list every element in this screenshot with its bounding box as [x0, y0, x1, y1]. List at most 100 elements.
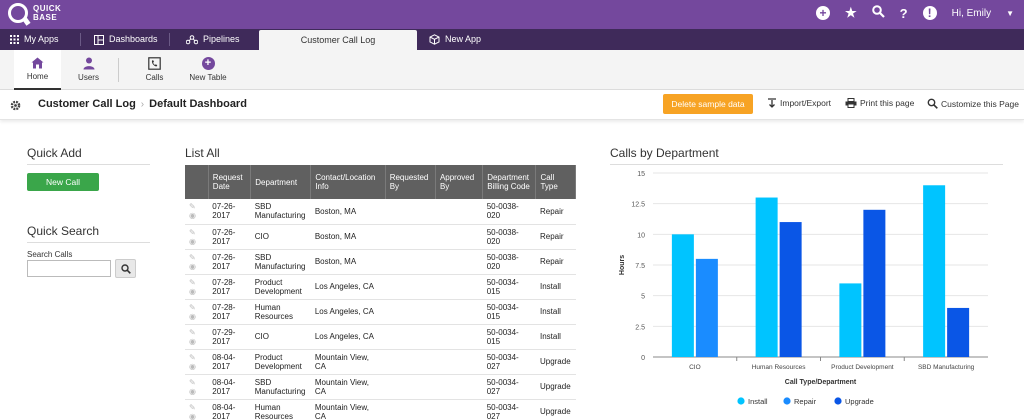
star-icon[interactable]: ★ — [845, 5, 857, 20]
table-row[interactable]: ✎ ◉ 07-26-2017 SBD Manufacturing Boston, MA… — [185, 199, 576, 225]
bar-upgrade-sbd-manufacturing — [947, 307, 970, 357]
table-cell-type: Repair — [535, 199, 576, 225]
table-cell-dept: SBD Manufacturing — [250, 374, 311, 400]
print-page-label: Print this page — [860, 98, 915, 108]
customize-page-link[interactable]: Customize this Page — [927, 98, 1019, 109]
row-actions: ✎ ◉ — [185, 224, 209, 250]
tab-new-app-label: New App — [445, 34, 482, 44]
table-row[interactable]: ✎ ◉ 08-04-2017 Human Resources Mountain Vie… — [185, 399, 576, 420]
table-cell-code: 50-0034-015 — [482, 299, 536, 325]
import-export-link[interactable]: Import/Export — [767, 98, 831, 108]
calls-by-department-chart: 0 2.5 5 7.5 10 12.5 15 CIO Human Resources Produc… — [605, 165, 1005, 415]
search-icon[interactable] — [871, 5, 885, 21]
table-row[interactable]: ✎ ◉ 07-29-2017 CIO Los Angeles, CA 50-0034-0… — [185, 324, 576, 350]
search-calls-label: Search Calls — [27, 250, 73, 259]
nav-users[interactable]: Users — [66, 50, 111, 90]
table-cell-req — [385, 274, 436, 300]
table-cell-loc: Mountain View, CA — [310, 374, 386, 400]
view-icon[interactable]: ◉ — [189, 311, 196, 321]
table-row[interactable]: ✎ ◉ 07-28-2017 Human Resources Los Angeles,… — [185, 299, 576, 325]
nav-home[interactable]: Home — [14, 50, 61, 90]
table-cell-type: Upgrade — [535, 399, 576, 420]
print-page-link[interactable]: Print this page — [845, 98, 914, 108]
edit-icon[interactable]: ✎ — [189, 327, 196, 337]
table-cell-type: Upgrade — [535, 349, 576, 375]
chart-svg: 0 2.5 5 7.5 10 12.5 15 CIO Human Resources Produc… — [619, 171, 988, 406]
y-axis-label: Hours — [619, 255, 626, 275]
row-actions: ✎ ◉ — [185, 199, 209, 225]
search-calls-input[interactable] — [27, 260, 111, 277]
column-header[interactable]: Approved By — [435, 165, 484, 199]
column-header[interactable]: Department Billing Code — [482, 165, 537, 199]
table-cell-app — [435, 249, 483, 275]
column-header[interactable]: Requested By — [385, 165, 436, 199]
edit-icon[interactable]: ✎ — [189, 402, 196, 412]
quickbase-logo[interactable]: QUICK BASE — [8, 3, 61, 23]
edit-icon[interactable]: ✎ — [189, 377, 196, 387]
x-tick-label: Product Development — [831, 364, 894, 371]
view-icon[interactable]: ◉ — [189, 236, 196, 246]
edit-icon[interactable]: ✎ — [189, 227, 196, 237]
table-row[interactable]: ✎ ◉ 07-26-2017 CIO Boston, MA 50-0038-020 Rep… — [185, 224, 576, 250]
view-icon[interactable]: ◉ — [189, 286, 196, 296]
add-icon[interactable]: + — [816, 6, 831, 20]
view-icon[interactable]: ◉ — [189, 411, 196, 420]
table-row[interactable]: ✎ ◉ 07-28-2017 Product Development Los Ange… — [185, 274, 576, 300]
table-cell-date: 07-26-2017 — [208, 199, 251, 225]
view-icon[interactable]: ◉ — [189, 386, 196, 396]
table-row[interactable]: ✎ ◉ 08-04-2017 SBD Manufacturing Mountain V… — [185, 374, 576, 400]
tab-dashboards[interactable]: Dashboards — [94, 29, 158, 50]
table-cell-req — [385, 299, 436, 325]
column-header[interactable]: Request Date — [208, 165, 252, 199]
table-cell-loc: Los Angeles, CA — [310, 324, 386, 350]
delete-sample-data-button[interactable]: Delete sample data — [663, 94, 753, 114]
help-icon[interactable]: ? — [899, 5, 908, 21]
edit-icon[interactable]: ✎ — [189, 277, 196, 287]
table-row[interactable]: ✎ ◉ 07-26-2017 SBD Manufacturing Boston, MA… — [185, 249, 576, 275]
view-icon[interactable]: ◉ — [189, 211, 196, 221]
table-row[interactable]: ✎ ◉ 08-04-2017 Product Development Mountain… — [185, 349, 576, 375]
breadcrumb-separator-icon: › — [140, 99, 145, 110]
bar-install-product-development — [839, 283, 862, 357]
alert-icon[interactable]: ! — [922, 6, 937, 20]
table-cell-loc: Boston, MA — [310, 224, 386, 250]
table-cell-date: 07-26-2017 — [208, 224, 251, 250]
user-greeting[interactable]: Hi, Emily — [951, 7, 992, 19]
gear-icon[interactable] — [10, 100, 21, 111]
tab-customer-call-log[interactable]: Customer Call Log — [259, 30, 417, 50]
edit-icon[interactable]: ✎ — [189, 252, 196, 262]
tab-pipelines-label: Pipelines — [203, 34, 240, 44]
row-actions: ✎ ◉ — [185, 324, 209, 350]
search-button[interactable] — [115, 259, 136, 278]
calls-table-container[interactable]: Request Date Department Contact/Location… — [185, 165, 576, 420]
new-call-button[interactable]: New Call — [27, 173, 99, 191]
quickbase-logo-icon — [8, 3, 28, 23]
table-cell-req — [385, 349, 436, 375]
column-header[interactable]: Department — [250, 165, 312, 199]
tab-my-apps[interactable]: My Apps — [10, 29, 59, 50]
column-header[interactable]: Contact/Location Info — [310, 165, 386, 199]
edit-icon[interactable]: ✎ — [189, 202, 196, 212]
view-icon[interactable]: ◉ — [189, 261, 196, 271]
table-cell-code: 50-0038-020 — [482, 224, 536, 250]
tab-pipelines[interactable]: Pipelines — [186, 29, 240, 50]
table-cell-req — [385, 224, 436, 250]
breadcrumb-app[interactable]: Customer Call Log — [38, 98, 136, 110]
edit-icon[interactable]: ✎ — [189, 352, 196, 362]
import-export-icon — [768, 98, 776, 108]
table-nav: Home Users Calls + New Table — [0, 50, 1024, 90]
chevron-down-icon[interactable]: ▼ — [1006, 8, 1014, 18]
pipelines-icon — [186, 34, 198, 44]
nav-new-table[interactable]: + New Table — [184, 50, 232, 90]
column-header[interactable]: Call Type — [535, 165, 576, 199]
table-cell-app — [435, 399, 483, 420]
view-icon[interactable]: ◉ — [189, 336, 196, 346]
table-cell-type: Install — [535, 274, 576, 300]
table-cell-req — [385, 324, 436, 350]
tab-new-app[interactable]: New App — [429, 29, 481, 50]
tab-customer-call-log-label: Customer Call Log — [300, 34, 376, 45]
nav-calls[interactable]: Calls — [132, 50, 177, 90]
view-icon[interactable]: ◉ — [189, 361, 196, 371]
row-actions: ✎ ◉ — [185, 374, 209, 400]
edit-icon[interactable]: ✎ — [189, 302, 196, 312]
